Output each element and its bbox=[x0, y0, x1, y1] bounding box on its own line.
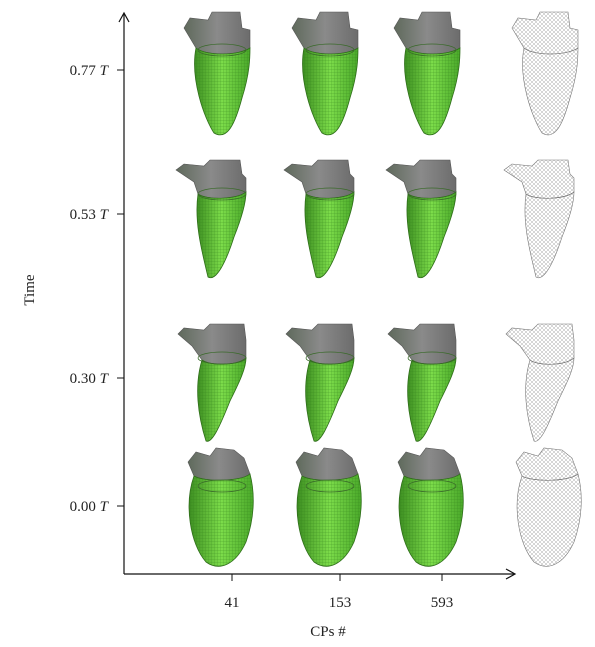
wireframe-top bbox=[503, 159, 575, 199]
tick-unit: T bbox=[100, 207, 110, 223]
wireframe-body bbox=[525, 357, 575, 442]
y-tick-label: 0.53 T bbox=[70, 207, 110, 223]
heart-rendering bbox=[283, 159, 355, 279]
y-tick-label: 0.77 T bbox=[70, 63, 110, 79]
ventricle-surface bbox=[283, 159, 355, 199]
heart-rendering bbox=[515, 447, 582, 567]
heart-rendering bbox=[177, 323, 247, 442]
ventricle-surface bbox=[295, 447, 359, 481]
ventricle-surface bbox=[177, 323, 247, 365]
tick-number: 0.30 bbox=[70, 371, 96, 387]
heart-rendering bbox=[175, 159, 247, 279]
ventricle-surface bbox=[393, 11, 461, 55]
heart-rendering bbox=[187, 447, 254, 567]
x-tick-label: 593 bbox=[431, 595, 454, 611]
valve-ring bbox=[197, 187, 247, 201]
wireframe-top bbox=[511, 11, 579, 55]
ventricle-surface bbox=[285, 323, 355, 365]
y-tick-label: 0.30 T bbox=[70, 371, 110, 387]
mesh-grid bbox=[404, 48, 460, 135]
valve-ring bbox=[305, 351, 355, 365]
wireframe-body bbox=[524, 191, 575, 279]
mesh-grid bbox=[297, 474, 362, 567]
x-axis-label: CPs # bbox=[310, 624, 346, 640]
tick-unit: T bbox=[100, 499, 110, 515]
x-arrow bbox=[505, 568, 517, 580]
wireframe-top bbox=[505, 323, 575, 365]
valve-ring bbox=[305, 43, 355, 57]
y-tick-label: 0.00 T bbox=[70, 499, 110, 515]
tick-number: 0.53 bbox=[70, 207, 96, 223]
wireframe-body bbox=[516, 473, 582, 567]
heart-rendering bbox=[397, 447, 464, 567]
mesh-grid bbox=[406, 192, 456, 278]
tick-unit: T bbox=[100, 63, 110, 79]
ventricle-surface bbox=[291, 11, 359, 55]
valve-ring bbox=[305, 479, 355, 493]
valve-ring bbox=[305, 187, 355, 201]
valve-ring bbox=[197, 351, 247, 365]
y-axis-label: Time bbox=[22, 274, 38, 305]
axes bbox=[118, 11, 517, 580]
mesh-grid bbox=[302, 48, 358, 135]
ventricle-surface bbox=[187, 447, 251, 481]
y-arrow bbox=[118, 11, 130, 23]
tick-unit: T bbox=[100, 371, 110, 387]
ventricle-surface bbox=[387, 323, 457, 365]
valve-ring bbox=[197, 479, 247, 493]
mesh-grid bbox=[305, 358, 354, 442]
mesh-grid bbox=[197, 358, 246, 442]
renderings bbox=[175, 11, 582, 567]
wireframe-top bbox=[515, 447, 579, 481]
heart-rendering bbox=[291, 11, 359, 136]
tick-number: 0.00 bbox=[70, 499, 96, 515]
ventricle-surface bbox=[385, 159, 457, 199]
ventricle-surface bbox=[397, 447, 461, 481]
heart-rendering bbox=[505, 323, 575, 442]
valve-ring bbox=[197, 43, 247, 57]
wireframe-body bbox=[522, 47, 579, 136]
heart-rendering bbox=[295, 447, 362, 567]
mesh-grid bbox=[399, 474, 464, 567]
heart-rendering bbox=[511, 11, 579, 136]
heart-rendering bbox=[385, 159, 457, 279]
mesh-grid bbox=[189, 474, 254, 567]
valve-ring bbox=[407, 351, 457, 365]
valve-ring bbox=[407, 187, 457, 201]
heart-rendering bbox=[503, 159, 575, 279]
mesh-grid bbox=[196, 192, 246, 278]
x-tick-label: 41 bbox=[225, 595, 240, 611]
heart-rendering bbox=[387, 323, 457, 442]
mesh-grid bbox=[194, 48, 250, 135]
valve-ring bbox=[407, 43, 457, 57]
heart-rendering bbox=[393, 11, 461, 136]
valve-ring bbox=[407, 479, 457, 493]
tick-number: 0.77 bbox=[70, 63, 97, 79]
x-tick-label: 153 bbox=[329, 595, 352, 611]
ventricle-surface bbox=[183, 11, 251, 55]
mesh-grid bbox=[304, 192, 354, 278]
heart-rendering bbox=[285, 323, 355, 442]
heart-rendering bbox=[183, 11, 251, 136]
ventricle-surface bbox=[175, 159, 247, 199]
mesh-grid bbox=[407, 358, 456, 442]
